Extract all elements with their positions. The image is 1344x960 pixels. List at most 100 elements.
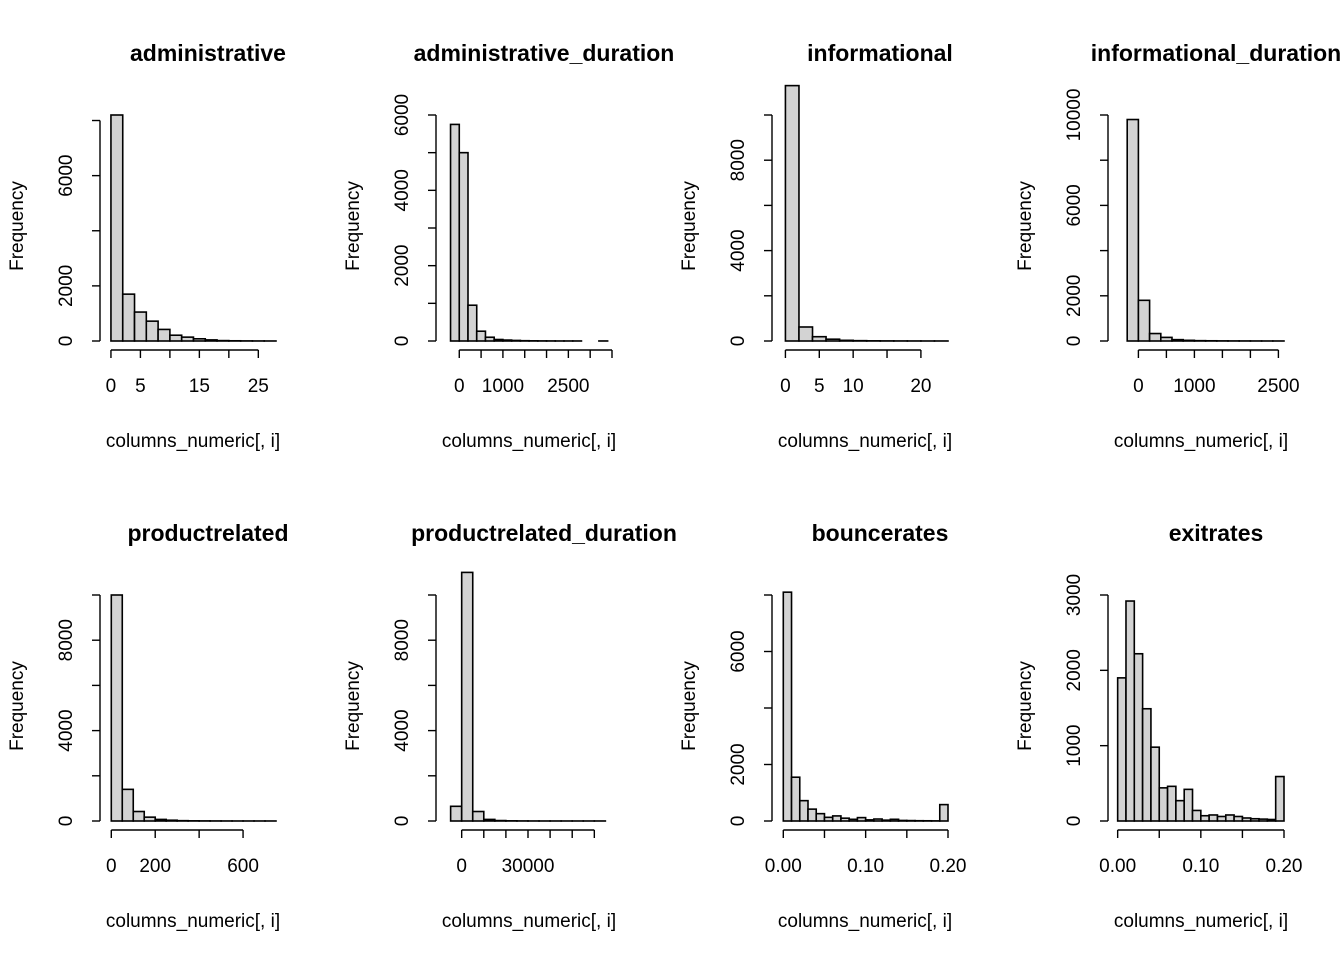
histogram-panel-4: productrelated 0 4000 8000 0 200 600 columns_nu… [7,520,289,932]
histogram-bar [831,815,842,822]
y-tick-label: 2000 [56,265,77,307]
x-tick-label: 10 [843,376,864,397]
histogram-bar [938,803,949,822]
histogram-bar [143,816,157,822]
y-tick-label: 1000 [1064,725,1085,767]
histogram-bar [864,819,875,822]
x-tick-label: 0.10 [1182,856,1219,877]
histogram-bar [458,151,469,342]
histogram-bar [1258,818,1269,822]
histogram-bar [482,818,496,822]
histogram-panel-3: informational_duration 0 2000 6000 10000 0 100… [1015,40,1341,452]
x-tick-label: 25 [248,376,269,397]
y-tick-label: 2000 [728,743,749,785]
histogram-bar [1208,814,1219,822]
x-tick-label: 0 [456,856,467,877]
histogram-bar [467,304,478,342]
histogram-panel-6: bouncerates 0 2000 6000 0.00 0.10 0.20 columns_… [679,520,966,932]
x-tick-label: 0 [106,856,117,877]
histogram-bar [110,114,124,342]
y-axis-label: Frequency [7,181,28,271]
y-tick-label: 8000 [56,619,77,661]
y-axis-label: Frequency [7,661,28,751]
histogram-bar [798,799,809,822]
x-tick-label: 0.20 [1266,856,1303,877]
panel-title: productrelated [127,520,288,546]
panel-title: informational_duration [1091,40,1341,66]
x-axis-label: columns_numeric[, i] [106,431,280,452]
x-tick-label: 2500 [1257,376,1299,397]
histogram-bar [889,818,900,822]
histogram-bar [449,805,463,822]
histogram-bar [1216,815,1227,822]
histogram-bar [1125,600,1136,822]
x-tick-label: 0.20 [930,856,967,877]
x-axis-label: columns_numeric[, i] [778,911,952,932]
histogram-bar [1274,775,1285,822]
y-axis-label: Frequency [1015,661,1036,751]
histogram-bar [1182,339,1196,342]
x-tick-label: 0 [1133,376,1144,397]
y-tick-label: 6000 [56,154,77,196]
y-tick-label: 8000 [728,139,749,181]
histogram-bar [838,339,854,342]
histogram-panel-5: productrelated_duration 0 4000 8000 0 30000 co… [343,520,677,932]
histogram-bar [823,816,834,822]
histogram-bar [110,594,124,822]
x-tick-label: 200 [139,856,171,877]
histogram-bar [460,571,474,822]
histogram-bar [484,336,495,342]
panel-title: administrative_duration [414,40,675,66]
x-axis-label: columns_numeric[, i] [442,911,616,932]
x-tick-label: 20 [910,376,931,397]
histogram-bar [1171,338,1184,342]
y-tick-label: 6000 [392,94,413,136]
panel-title: exitrates [1169,520,1264,546]
histogram-bar [1137,299,1151,342]
x-tick-label: 2500 [547,376,589,397]
x-tick-label: 0 [106,376,117,397]
histogram-bar [204,339,218,342]
y-tick-label: 10000 [1064,89,1085,142]
y-tick-label: 0 [56,336,77,347]
histogram-bar [807,808,818,822]
histogram-bar [1224,814,1235,822]
histogram-panel-7: exitrates 0 1000 2000 3000 0.00 0.10 0.20 column… [1015,520,1302,932]
histogram-bar [1249,817,1260,822]
panel-title: administrative [130,40,286,66]
histogram-bar [121,788,135,822]
histogram-bar [815,812,826,822]
histogram-bar [1126,118,1140,342]
histogram-bar [1116,677,1127,822]
histogram-bar [145,320,159,342]
x-tick-label: 15 [189,376,210,397]
panel-title: informational [807,40,953,66]
histogram-bar [471,810,485,822]
histogram-bar [449,123,461,342]
histogram-bar [897,819,908,822]
histogram-bar [1191,809,1202,822]
histogram-bar [1150,746,1161,822]
histogram-bar [1158,787,1169,822]
histogram-bar [169,334,183,342]
histogram-bar [1233,815,1244,822]
y-tick-label: 6000 [1064,184,1085,226]
histogram-bar [856,816,867,822]
histogram-bar [1183,788,1194,822]
histogram-bar [1266,818,1277,822]
histogram-bar [157,328,171,342]
histogram-bar [825,338,841,342]
y-tick-label: 0 [392,816,413,827]
histogram-bar [784,84,800,342]
x-tick-label: 5 [814,376,825,397]
x-tick-label: 0.10 [847,856,884,877]
panel-title: productrelated_duration [411,520,677,546]
histogram-bar [798,326,814,342]
histogram-bar [121,293,136,342]
panel-title: bouncerates [812,520,949,546]
x-tick-label: 0 [780,376,791,397]
x-axis-label: columns_numeric[, i] [106,911,280,932]
histogram-bar [840,817,850,822]
